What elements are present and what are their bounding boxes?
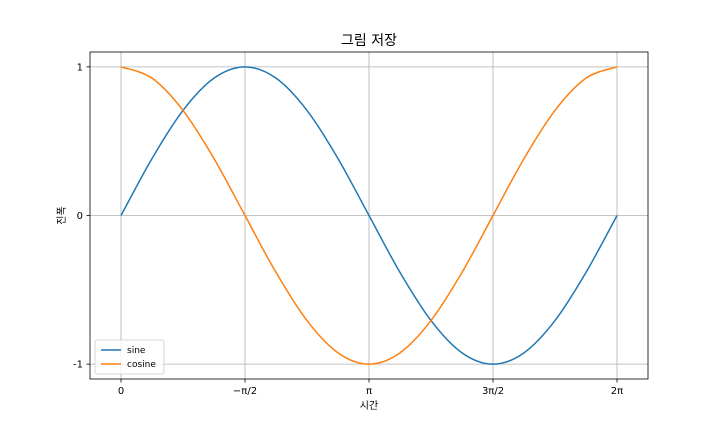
- x-tick-label: 0: [118, 386, 124, 397]
- legend-box: [94, 339, 165, 375]
- legend: sine cosine: [94, 339, 165, 375]
- x-tick-label: 3π/2: [482, 386, 504, 397]
- legend-label-sine: sine: [127, 346, 146, 356]
- y-tick-label: -1: [73, 360, 83, 371]
- series-line-cosine: [120, 66, 618, 365]
- series-line-sine: [120, 66, 618, 365]
- series-layer: [120, 66, 618, 365]
- x-axis-ticks: 0 −π/2 π 3π/2 2π: [118, 379, 623, 397]
- y-axis-label: 진폭: [56, 206, 68, 224]
- legend-label-cosine: cosine: [127, 360, 156, 370]
- x-tick-label: 2π: [611, 386, 623, 397]
- y-tick-label: 1: [77, 62, 83, 73]
- x-tick-label: −π/2: [233, 386, 257, 397]
- chart-title: 그림 저장: [341, 33, 397, 49]
- x-axis-label: 시간: [360, 400, 378, 412]
- y-tick-label: 0: [77, 211, 83, 222]
- x-tick-label: π: [366, 386, 372, 397]
- y-axis-ticks: -1 0 1: [73, 62, 90, 371]
